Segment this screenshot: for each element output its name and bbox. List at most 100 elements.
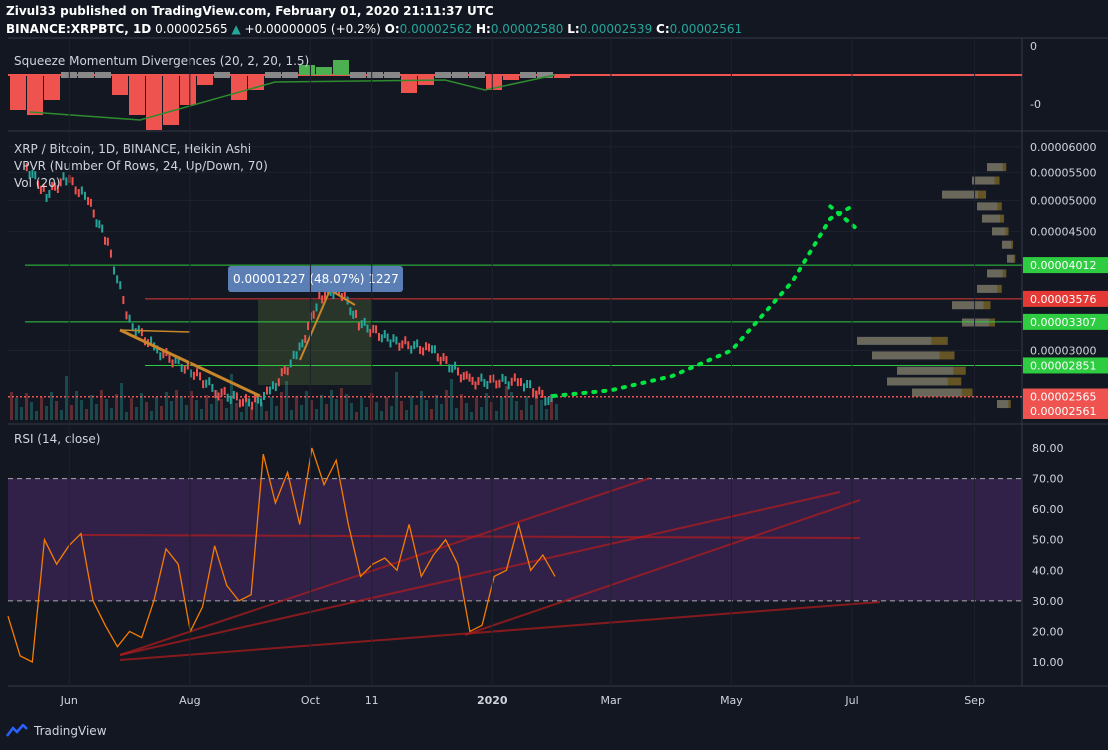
candle-17-3 [477, 377, 480, 386]
vpvr-up-7 [1007, 254, 1014, 263]
vpvr-up-9 [977, 284, 998, 293]
vpvr-down-9 [977, 284, 1002, 293]
squeeze-bar-26 [452, 72, 468, 78]
orange-trendline-2 [119, 329, 191, 333]
price-level-tag-5 [1023, 402, 1108, 419]
candle-15-10 [419, 345, 422, 354]
candle-8-2 [223, 386, 226, 395]
measure-label: 0.00001227 (48.07%) 1227 [233, 272, 399, 286]
candle-14-7 [377, 332, 380, 341]
candle-11-1 [301, 339, 304, 348]
candle-18-7 [513, 373, 516, 382]
volume-bar-35 [185, 405, 188, 420]
brand-name: TradingView [34, 724, 107, 738]
candle-0-1 [28, 171, 31, 180]
candle-10-8 [292, 350, 295, 359]
candle-12-5 [332, 291, 335, 300]
candle-6-10 [186, 361, 189, 370]
price-level-label-2: 0.00003307 [1030, 316, 1096, 329]
squeeze-title: Squeeze Momentum Divergences (20, 2, 20,… [14, 54, 309, 68]
x-tick-2: Oct [301, 694, 321, 707]
candle-8-6 [235, 392, 238, 401]
measure-box[interactable] [228, 266, 403, 292]
candle-14-4 [369, 328, 372, 337]
candle-16-4 [442, 353, 445, 362]
squeeze-bar-1 [27, 75, 43, 115]
candle-1-4 [56, 185, 59, 194]
candle-0-2 [31, 169, 34, 178]
volume-bar-1 [15, 398, 18, 420]
volume-bar-50 [260, 402, 263, 420]
vpvr-up-15 [887, 377, 948, 386]
candle-16-3 [439, 356, 442, 365]
vpvr-up-1 [972, 176, 995, 185]
vpvr-down-2 [942, 190, 986, 199]
candle-8-1 [220, 388, 223, 397]
volume-bar-102 [520, 410, 523, 420]
squeeze-bar-0 [10, 75, 26, 110]
footer: TradingView [6, 724, 107, 738]
squeeze-bar-17 [299, 65, 315, 75]
candle-7-6 [208, 377, 211, 386]
volume-bar-101 [515, 401, 518, 420]
vpvr-down-10 [952, 301, 991, 310]
y-tick-2: 0.00005000 [1030, 194, 1096, 207]
volume-bar-98 [500, 397, 503, 420]
x-tick-8: Sep [964, 694, 985, 707]
price-level-label-3: 0.00002851 [1030, 359, 1096, 372]
candle-14-8 [380, 334, 383, 343]
candle-7-4 [202, 380, 205, 389]
candle-15-1 [392, 334, 395, 343]
squeeze-bar-2 [44, 75, 60, 100]
candle-14-2 [363, 317, 366, 326]
squeeze-axis-label-0: 0 [1030, 40, 1037, 53]
candle-2-3 [74, 186, 77, 195]
candle-15-3 [398, 342, 401, 351]
candle-17-5 [483, 378, 486, 387]
y-tick-0: 0.00006000 [1030, 141, 1096, 154]
volume-bar-13 [75, 391, 78, 420]
squeeze-bar-27 [469, 72, 485, 78]
price-level-tag-3 [1023, 357, 1108, 374]
vpvr-down-1 [972, 176, 1000, 185]
candle-10-5 [283, 366, 286, 375]
candle-1-2 [51, 181, 54, 190]
vpvr-down-6 [1002, 240, 1013, 249]
price-level-tag-0 [1023, 257, 1108, 274]
volume-bar-10 [60, 410, 63, 420]
volume-bar-4 [30, 402, 33, 420]
rsi-trendline-4 [79, 534, 861, 539]
candle-19-0 [519, 378, 522, 387]
candle-10-1 [271, 381, 274, 390]
squeeze-divergence-line [29, 74, 556, 121]
candle-16-8 [454, 361, 457, 370]
candle-16-6 [448, 364, 451, 373]
volume-bar-19 [105, 399, 108, 420]
candle-15-7 [410, 345, 413, 354]
vpvr-up-16 [912, 388, 962, 397]
volume-bar-80 [410, 396, 413, 420]
change-up-icon: ▲ [231, 22, 241, 36]
candle-8-7 [238, 399, 241, 408]
candle-17-7 [489, 375, 492, 384]
volume-bar-21 [115, 394, 118, 420]
candle-15-9 [416, 339, 419, 348]
volume-bar-106 [540, 400, 543, 420]
candle-18-4 [504, 376, 507, 385]
squeeze-bar-30 [520, 72, 536, 78]
candle-8-8 [241, 398, 244, 407]
volume-bar-81 [415, 405, 418, 420]
volume-bar-37 [195, 400, 198, 420]
rsi-pane: 80.00 70.00 60.00 50.00 40.00 30.00 20.00 10.00 [7, 442, 1064, 669]
volume-bar-15 [85, 409, 88, 420]
candle-11-2 [304, 335, 307, 344]
candle-0-5 [39, 185, 42, 194]
squeeze-bar-29 [503, 75, 519, 80]
candle-19-9 [547, 396, 550, 405]
candle-17-2 [474, 381, 477, 390]
volume-bar-53 [275, 406, 278, 420]
volume-bar-12 [70, 405, 73, 420]
candle-13-5 [352, 310, 355, 319]
price-level-label-1: 0.00003576 [1030, 293, 1096, 306]
